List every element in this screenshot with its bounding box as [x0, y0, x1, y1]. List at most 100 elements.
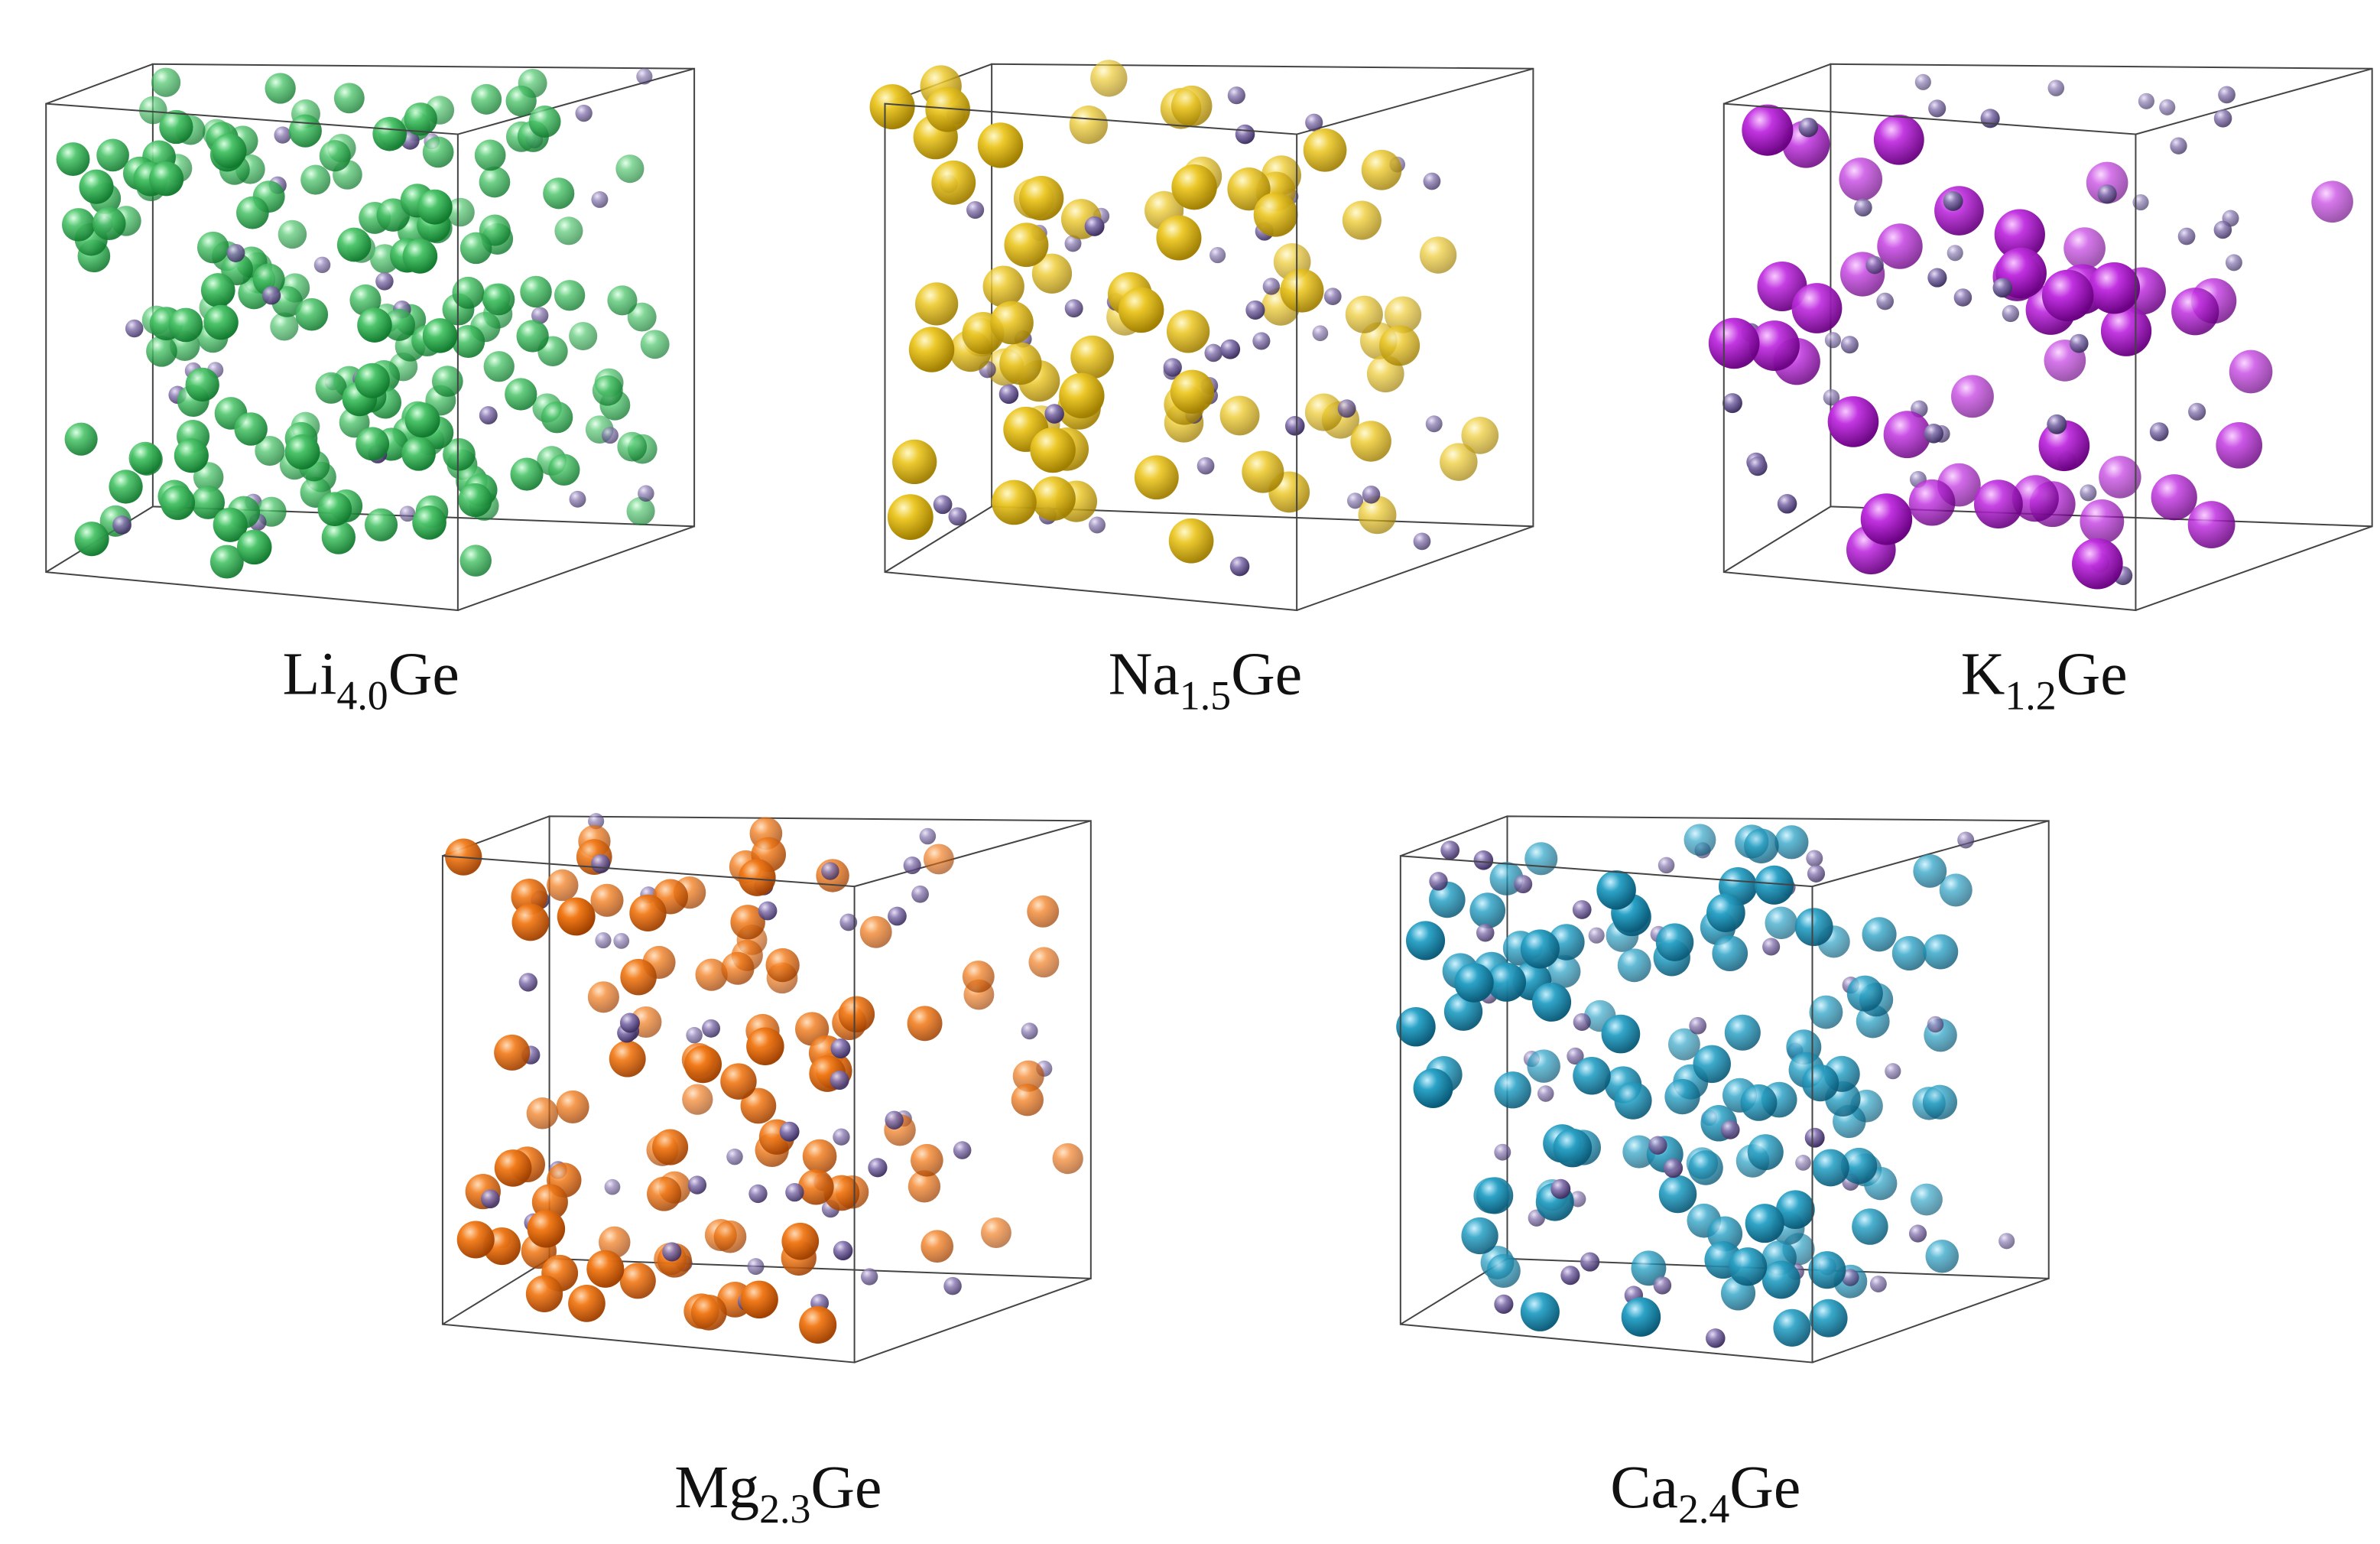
atom [336, 227, 372, 262]
atom [586, 1250, 625, 1288]
atom [914, 282, 959, 326]
atom [1824, 332, 1841, 349]
atom [1494, 1071, 1531, 1109]
atom [1170, 369, 1215, 414]
atom [1994, 209, 2045, 260]
atom [1891, 935, 1927, 971]
atom [1655, 923, 1694, 961]
atom [1358, 496, 1397, 535]
atom [1777, 494, 1797, 514]
atom [1927, 268, 1947, 288]
atom [1862, 917, 1897, 952]
atom [1774, 825, 1809, 860]
atom [1084, 216, 1105, 236]
atom [375, 272, 394, 291]
atom [1524, 842, 1558, 876]
atom [1782, 120, 1830, 168]
atom [93, 206, 126, 241]
element: Mg [674, 1454, 759, 1521]
atom [1361, 149, 1402, 190]
atom [980, 1217, 1011, 1248]
atom [317, 492, 352, 527]
atom [265, 73, 296, 104]
cell-edge [2135, 525, 2373, 611]
atom [1429, 881, 1466, 918]
atom [626, 496, 655, 525]
atom [479, 166, 511, 198]
atom [1601, 1014, 1641, 1054]
atom [2188, 402, 2206, 421]
atom [1658, 857, 1675, 874]
cell-edge [1812, 1277, 2050, 1364]
atom [1573, 1013, 1591, 1032]
atom [1684, 824, 1716, 857]
atom [636, 68, 653, 85]
atom [619, 1013, 640, 1033]
atom [1242, 450, 1284, 493]
atom [543, 177, 575, 210]
atom [1998, 1233, 2015, 1250]
atom [1163, 358, 1182, 377]
atom [575, 104, 593, 122]
element: Na [1109, 641, 1180, 708]
atom [1720, 1120, 1740, 1139]
atom [546, 869, 579, 902]
atom [602, 427, 619, 444]
atom [1745, 1204, 1784, 1243]
atom [333, 83, 365, 114]
atom [2311, 180, 2353, 223]
atom [638, 485, 654, 502]
atom [1876, 292, 1895, 310]
atom [1196, 457, 1215, 475]
atom [591, 853, 611, 873]
atom [1860, 493, 1913, 545]
atom [2047, 80, 2065, 96]
structure-panel [45, 63, 696, 612]
atom [1070, 335, 1114, 379]
atom [1801, 1064, 1839, 1102]
atom [2080, 499, 2125, 544]
atom [159, 109, 193, 145]
atom [740, 1087, 777, 1124]
atom [730, 905, 765, 940]
atom [1914, 73, 1931, 90]
atom [2097, 184, 2117, 204]
atom [613, 932, 630, 949]
atom [531, 307, 549, 324]
atom [686, 1026, 703, 1044]
atom [383, 308, 416, 341]
element: Li [283, 641, 337, 708]
atom [931, 160, 976, 205]
atom [1653, 1276, 1672, 1295]
atom [908, 327, 955, 372]
atom [887, 494, 933, 541]
atom [505, 378, 537, 411]
atom [1304, 393, 1343, 431]
atom [569, 490, 586, 508]
atom [1350, 421, 1391, 462]
atom [1957, 831, 1975, 849]
atom [588, 813, 605, 830]
atom [1560, 1266, 1580, 1286]
atom [2132, 193, 2149, 211]
atom [1494, 1143, 1511, 1161]
atom [1469, 892, 1506, 928]
atom [1573, 1056, 1611, 1095]
atom [953, 1141, 972, 1159]
atom [1011, 1084, 1044, 1117]
atom [151, 67, 181, 97]
cell-edge [854, 820, 1092, 888]
subscript: 1.5 [1180, 673, 1231, 719]
atom [480, 1189, 500, 1209]
atom [590, 883, 624, 917]
suffix: Ge [1231, 641, 1302, 708]
atom [615, 154, 645, 184]
atom [1423, 172, 1441, 190]
atom [235, 196, 269, 229]
atom [1531, 982, 1572, 1022]
atom [2229, 349, 2273, 394]
atom [1708, 317, 1760, 369]
atom [1980, 109, 2000, 128]
atom [1922, 1084, 1958, 1120]
cell-edge [854, 1277, 1092, 1364]
